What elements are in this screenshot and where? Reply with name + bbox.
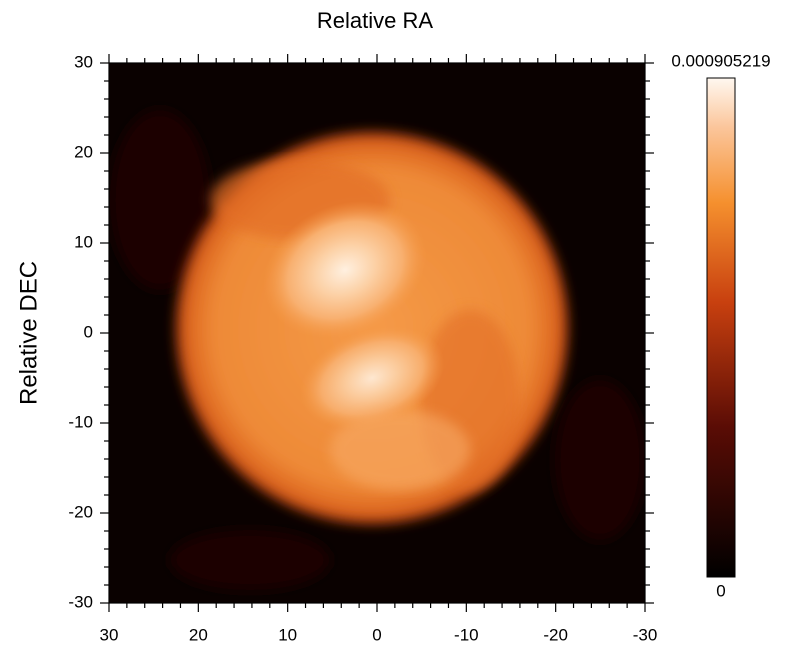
y-tick-label: -30 — [68, 592, 93, 611]
x-tick-label: 20 — [189, 625, 208, 644]
x-tick-label: 30 — [100, 625, 119, 644]
image — [109, 63, 645, 603]
x-tick-label: 10 — [278, 625, 297, 644]
x-tick-label: -10 — [454, 625, 479, 644]
y-tick-label: 0 — [84, 322, 93, 341]
y-tick-label: -10 — [68, 412, 93, 431]
x-tick-label: -20 — [543, 625, 568, 644]
y-tick-label: 10 — [74, 232, 93, 251]
y-tick-label: 30 — [74, 52, 93, 71]
page: {"chart_data": {"type": "image", "xlabel… — [0, 0, 804, 648]
y-tick-label: 20 — [74, 142, 93, 161]
colorbar-tick-label: 0 — [716, 581, 725, 600]
y-tick-label: -20 — [68, 502, 93, 521]
x-tick-label: 0 — [372, 625, 381, 644]
y-axis-title: Relative DEC — [15, 261, 42, 405]
chart: Relative RA Relative DEC 30 20 10 0 -10 -20 -3… — [0, 0, 804, 648]
colorbar-tick-label: 0.000905219 — [671, 51, 770, 70]
colorbar — [707, 78, 735, 577]
x-axis-title: Relative RA — [317, 8, 433, 33]
x-tick-label: -30 — [633, 625, 658, 644]
